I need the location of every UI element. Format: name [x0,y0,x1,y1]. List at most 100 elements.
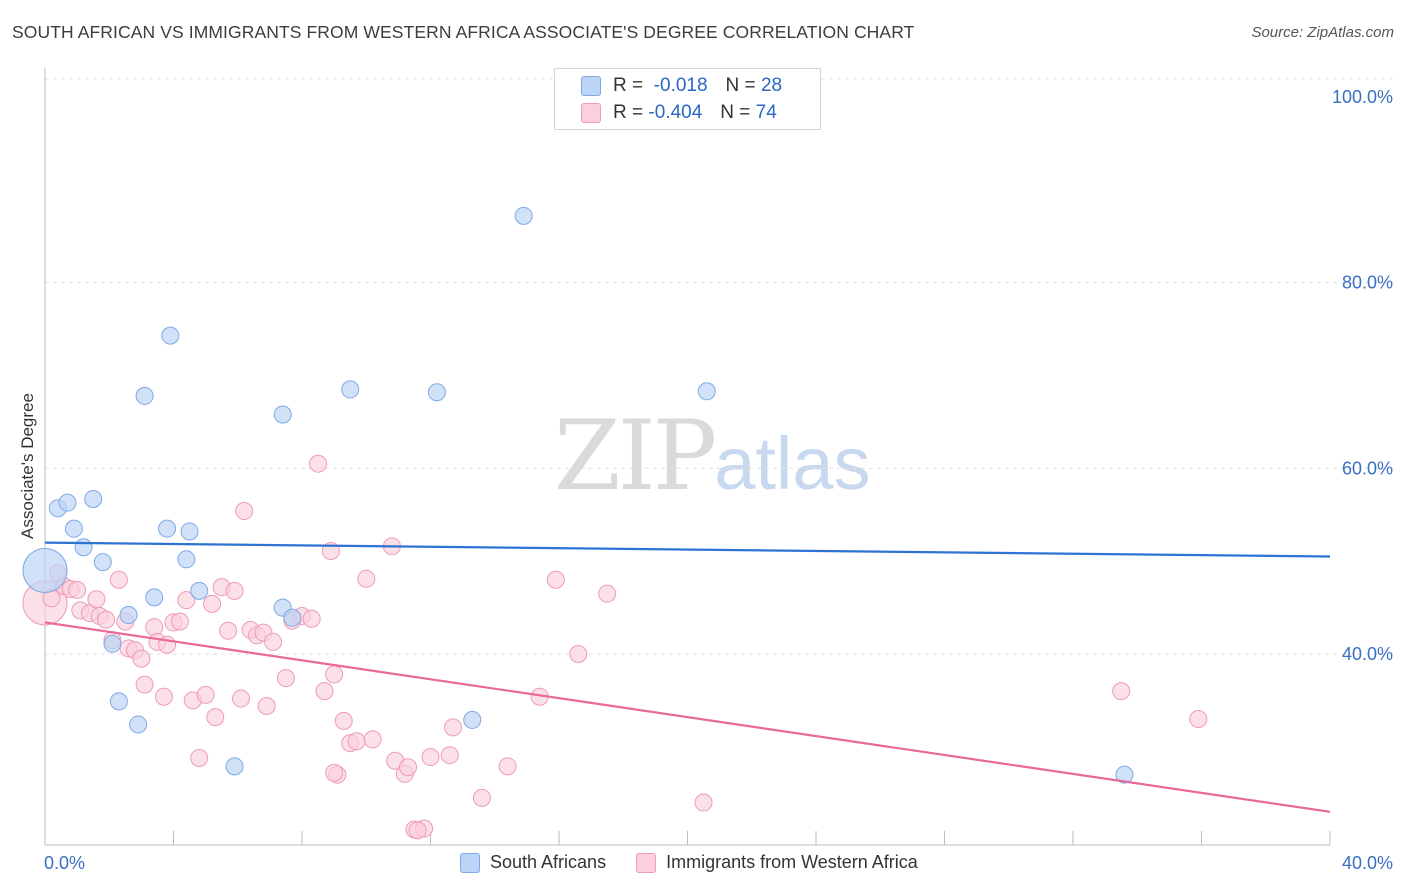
r-label: R = [613,102,644,123]
pink-point [440,746,459,765]
zipatlas-watermark: ZIPatlas [554,400,871,512]
stats-legend-box: R = -0.018 N = 28 R = -0.404 N = 74 [554,68,821,130]
n-label: N = [720,102,751,123]
pink-point [399,758,418,777]
chart-legend: South Africans Immigrants from Western A… [460,852,918,873]
pink-point [170,612,189,631]
y-tick-label: 100.0% [1332,87,1393,107]
blue-point [109,692,128,711]
pink-point [145,618,164,637]
chart-title: SOUTH AFRICAN VS IMMIGRANTS FROM WESTERN… [12,22,915,42]
pink-point [472,788,491,807]
blue-point [158,519,177,538]
x-tick-label: 40.0% [1342,853,1393,873]
blue-point [58,493,77,512]
blue-point [74,538,93,557]
pink-swatch [581,103,601,123]
pink-point [421,748,440,767]
r-label: R = [613,75,644,96]
blue-point [103,634,122,653]
pink-point [206,708,225,727]
pink-point [68,580,87,599]
n-value: 28 [760,75,783,96]
y-tick-label: 80.0% [1342,273,1393,293]
blue-point [84,489,103,508]
pink-point [219,621,238,640]
blue-point [697,382,716,401]
pink-point [334,711,353,730]
blue-point [341,380,360,399]
legend-item-south-africans[interactable]: South Africans [460,852,606,873]
pink-point [190,748,209,767]
pink-point [315,682,334,701]
pink-point [87,590,106,609]
pink-point [302,609,321,628]
pink-point [196,685,215,704]
y-axis-label: Associate's Degree [18,393,37,539]
blue-point [161,326,180,345]
n-value: 74 [755,102,777,123]
x-tick-label: 0.0% [44,853,85,873]
blue-point [22,547,68,593]
western-africa-trendline [44,621,1331,813]
pink-point [225,581,244,600]
pink-point [325,763,344,782]
blue-point [177,550,196,569]
watermark-zip: ZIP [554,400,717,512]
blue-point [463,710,482,729]
pink-point [363,730,382,749]
blue-point [145,588,164,607]
pink-swatch [636,852,657,873]
blue-point [1115,765,1134,784]
legend-label: Immigrants from Western Africa [666,852,918,872]
pink-point [357,569,376,588]
pink-point [177,591,196,610]
blue-point [180,522,199,541]
pink-point [546,570,565,589]
pink-point [135,675,154,694]
n-label: N = [725,75,756,96]
pink-point [235,502,254,521]
pink-point [325,665,344,684]
stats-row-south-africans: R = -0.018 N = 28 [581,75,782,97]
pink-point [132,649,151,668]
blue-point [427,383,446,402]
blue-point [119,606,138,625]
blue-swatch [581,76,601,96]
legend-item-western-africa[interactable]: Immigrants from Western Africa [636,852,918,873]
blue-point [283,608,302,627]
pink-point [309,454,328,473]
blue-point [129,715,148,734]
r-value: -0.018 [653,75,708,96]
blue-point [514,206,533,225]
source-label: Source: ZipAtlas.com [1251,24,1394,41]
pink-point [257,696,276,715]
pink-point [231,689,250,708]
blue-point [225,757,244,776]
y-tick-label: 40.0% [1342,644,1393,664]
pink-point [264,632,283,651]
pink-point [97,610,116,629]
south-africans-trendline [44,541,1331,558]
blue-point [93,553,112,572]
pink-point [347,732,366,751]
pink-point [276,669,295,688]
pink-point [1112,682,1131,701]
pink-point [109,570,128,589]
pink-point [569,645,588,663]
blue-point [64,519,83,538]
pink-point [694,793,713,812]
pink-point [408,821,427,840]
blue-point [190,581,209,600]
blue-swatch [460,852,480,873]
stats-row-western-africa: R = -0.404 N = 74 [581,102,777,124]
r-value: -0.404 [648,102,703,123]
legend-label: South Africans [490,852,607,872]
pink-point [1189,709,1208,728]
pink-point [443,718,462,737]
pink-point [498,757,517,776]
blue-point [135,386,154,405]
watermark-atlas: atlas [714,422,871,505]
y-tick-label: 60.0% [1342,458,1393,478]
